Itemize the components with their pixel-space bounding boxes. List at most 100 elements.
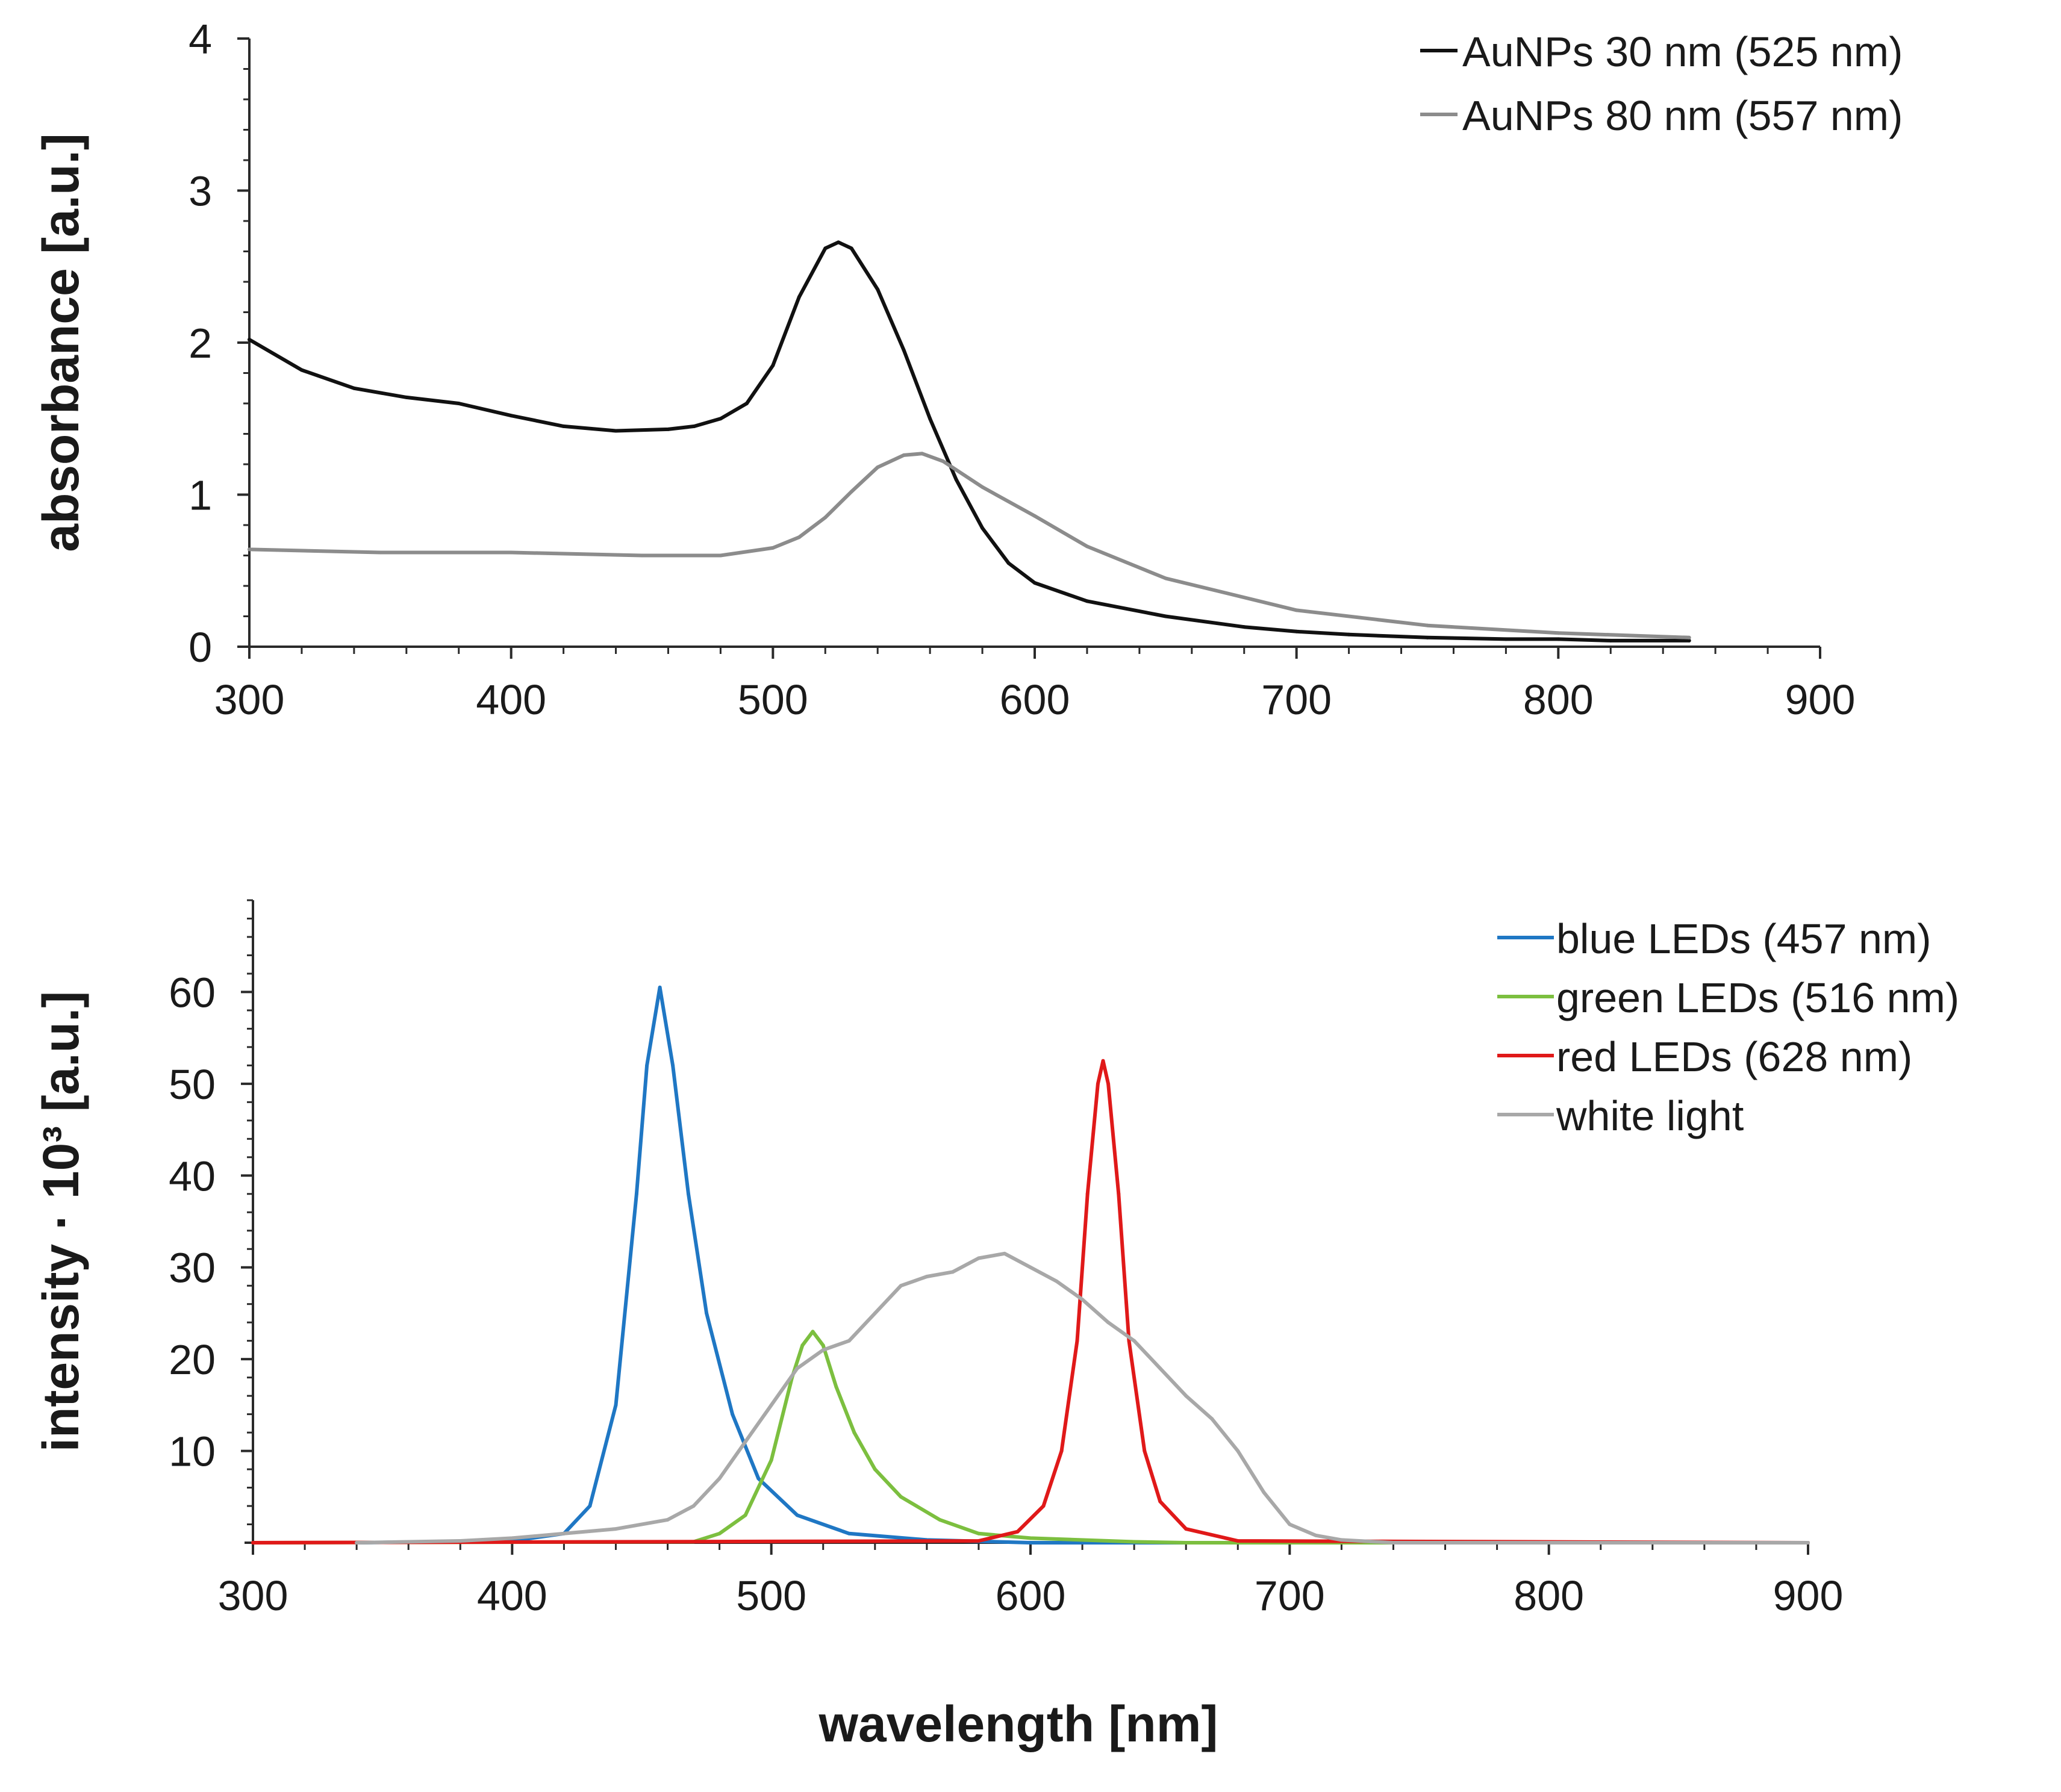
data-point-white-light (1210, 1417, 1214, 1421)
data-point-aunps-30-nm-525-nm (823, 246, 828, 250)
y-tick-label: 3 (189, 168, 212, 215)
data-point-aunps-30-nm-525-nm (876, 287, 880, 291)
data-point-aunps-30-nm-525-nm (849, 246, 853, 250)
data-point-white-light (458, 1538, 463, 1543)
data-point-white-light (743, 1440, 747, 1444)
data-point-red-leds-628-nm (976, 1538, 981, 1543)
data-point-aunps-30-nm-525-nm (666, 427, 670, 431)
data-point-aunps-30-nm-525-nm (1294, 629, 1299, 633)
data-point-aunps-80-nm-557-nm (1085, 544, 1089, 549)
data-point-red-leds-628-nm (1075, 1339, 1079, 1343)
legend-label-white-light: white light (1556, 1092, 1744, 1139)
data-point-blue-leds-457-nm (705, 1311, 709, 1315)
data-point-green-leds-516-nm (1184, 1541, 1188, 1545)
absorbance-panel: 300 400 500 600 700 800 900 0 1 2 3 4 absorbance [a.… (33, 16, 1903, 723)
data-point-aunps-30-nm-525-nm (981, 526, 985, 530)
x-tick-label: 500 (738, 676, 808, 723)
data-point-aunps-30-nm-525-nm (1242, 625, 1246, 629)
x-tick-label: 800 (1523, 676, 1594, 723)
data-point-white-light (717, 1476, 722, 1481)
series-line-blue-leds-457-nm (355, 985, 1810, 1545)
data-point-aunps-30-nm-525-nm (902, 348, 906, 352)
x-tick-label: 600 (1000, 676, 1070, 723)
data-point-green-leds-516-nm (976, 1531, 981, 1535)
x-tick-label: 400 (476, 676, 546, 723)
data-point-aunps-30-nm-525-nm (692, 424, 696, 428)
legend-label-aunps-30-nm-525-nm: AuNPs 30 nm (525 nm) (1462, 28, 1903, 75)
x-tick-label: 800 (1514, 1572, 1584, 1619)
data-point-blue-leds-457-nm (588, 1504, 592, 1508)
data-point-aunps-30-nm-525-nm (352, 386, 356, 390)
y-tick-label: 2 (189, 320, 212, 367)
y-tick-label: 4 (189, 16, 212, 63)
data-point-aunps-30-nm-525-nm (1426, 635, 1429, 639)
data-point-aunps-80-nm-557-nm (1556, 631, 1561, 635)
data-point-white-light (1288, 1522, 1292, 1526)
data-point-white-light (1236, 1449, 1240, 1453)
data-point-blue-leds-457-nm (1029, 1541, 1032, 1545)
legend-label-red-leds-628-nm: red LEDs (628 nm) (1556, 1033, 1912, 1080)
data-point-aunps-80-nm-557-nm (941, 459, 945, 463)
data-point-aunps-30-nm-525-nm (1556, 637, 1561, 641)
data-point-white-light (1055, 1279, 1059, 1283)
legend-label-green-leds-516-nm: green LEDs (516 nm) (1556, 974, 1959, 1021)
data-point-aunps-30-nm-525-nm (954, 478, 958, 482)
y-tick-label: 20 (169, 1336, 216, 1383)
data-point-blue-leds-457-nm (671, 1063, 675, 1068)
data-point-red-leds-628-nm (1085, 1192, 1090, 1196)
data-point-aunps-30-nm-525-nm (1006, 561, 1011, 565)
y-axis-title: intensity · 10³ [a.u.] (33, 991, 89, 1452)
data-point-red-leds-628-nm (1041, 1504, 1046, 1508)
data-point-green-leds-516-nm (938, 1517, 942, 1522)
data-point-green-leds-516-nm (834, 1384, 838, 1389)
data-point-aunps-30-nm-525-nm (299, 368, 304, 372)
data-point-green-leds-516-nm (1029, 1536, 1032, 1540)
x-tick-label: 900 (1785, 676, 1856, 723)
data-point-white-light (666, 1517, 670, 1522)
data-point-green-leds-516-nm (873, 1467, 877, 1472)
data-point-white-light (1391, 1541, 1395, 1545)
data-point-blue-leds-457-nm (686, 1192, 690, 1196)
series-line-green-leds-516-nm (251, 1330, 1810, 1545)
data-point-green-leds-516-nm (1132, 1540, 1137, 1544)
x-axis-title: wavelength [nm] (818, 1696, 1218, 1752)
x-tick-label: 300 (218, 1572, 288, 1619)
data-point-aunps-80-nm-557-nm (640, 553, 644, 558)
data-point-white-light (924, 1274, 929, 1278)
data-point-white-light (847, 1339, 851, 1343)
series-line-white-light (355, 1251, 1810, 1545)
data-point-white-light (1132, 1339, 1137, 1343)
data-point-aunps-80-nm-557-nm (509, 550, 513, 555)
data-point-aunps-30-nm-525-nm (248, 337, 251, 341)
data-point-red-leds-628-nm (1015, 1529, 1020, 1534)
data-point-aunps-30-nm-525-nm (1164, 614, 1168, 618)
data-point-white-light (1106, 1321, 1111, 1325)
data-point-white-light (1262, 1490, 1266, 1495)
data-point-white-light (1080, 1298, 1085, 1302)
data-point-aunps-80-nm-557-nm (920, 452, 924, 456)
data-point-aunps-30-nm-525-nm (457, 402, 461, 405)
data-point-white-light (691, 1504, 696, 1508)
data-point-green-leds-516-nm (717, 1531, 722, 1535)
data-point-blue-leds-457-nm (614, 1403, 618, 1407)
data-point-white-light (1339, 1538, 1344, 1542)
data-point-red-leds-628-nm (1101, 1059, 1105, 1063)
data-point-red-leds-628-nm (1184, 1527, 1188, 1531)
data-point-blue-leds-457-nm (634, 1192, 638, 1196)
data-point-aunps-80-nm-557-nm (1294, 608, 1299, 612)
data-point-aunps-80-nm-557-nm (771, 546, 775, 550)
data-point-aunps-30-nm-525-nm (771, 363, 775, 367)
data-point-white-light (562, 1531, 566, 1535)
data-point-white-light (873, 1311, 877, 1315)
x-tick-label: 300 (214, 676, 285, 723)
y-tick-label: 50 (169, 1061, 216, 1108)
data-point-aunps-80-nm-557-nm (1687, 635, 1691, 639)
data-point-aunps-30-nm-525-nm (837, 240, 840, 244)
data-point-aunps-80-nm-557-nm (248, 547, 251, 552)
data-point-white-light (1158, 1366, 1162, 1370)
x-tick-label: 900 (1773, 1572, 1844, 1619)
data-point-white-light (1806, 1541, 1810, 1545)
x-tick-label: 400 (477, 1572, 547, 1619)
y-tick-label: 30 (169, 1245, 216, 1292)
